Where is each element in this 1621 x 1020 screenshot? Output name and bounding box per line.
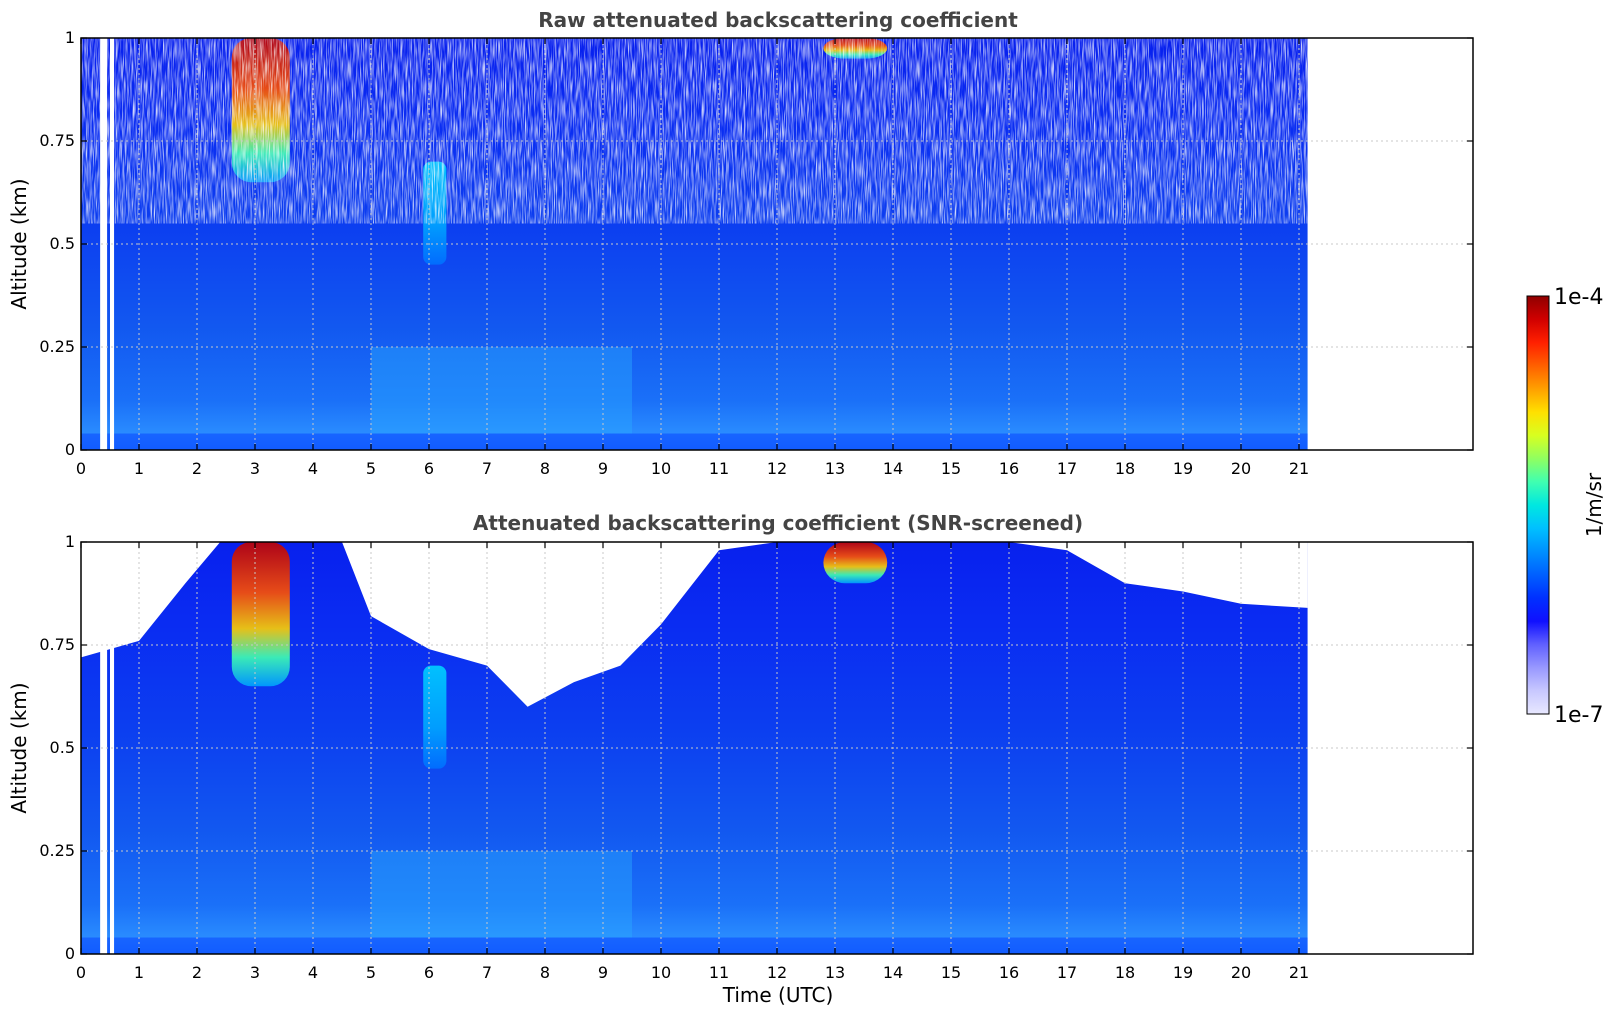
x-tick-label: 10 <box>651 459 671 478</box>
x-tick-label: 19 <box>1173 459 1193 478</box>
x-tick-label: 14 <box>883 963 903 982</box>
panel-screened-plot-area <box>80 541 1474 955</box>
x-tick-label: 1 <box>134 459 144 478</box>
panel-screened-x-ticks: 0 1 2 3 4 5 6 7 8 9 10 11 12 13 14 15 16 17 18 19 20 21 <box>76 542 1309 982</box>
x-tick-label: 2 <box>192 459 202 478</box>
surface-band <box>81 433 1308 450</box>
x-tick-label: 0 <box>76 459 86 478</box>
colorbar-min-label: 1e-7 <box>1554 703 1603 728</box>
x-tick-label: 5 <box>366 459 376 478</box>
noise-speckle <box>81 38 1308 224</box>
x-tick-label: 0 <box>76 963 86 982</box>
cloud-feature <box>231 542 290 687</box>
screened-out-region <box>81 542 1308 707</box>
cloud-feature <box>423 665 447 769</box>
heatmap-field <box>81 38 1308 450</box>
panel-raw: Raw attenuated backscattering coefficien… <box>7 8 1474 478</box>
panel-raw-ylabel: Altitude (km) <box>7 178 31 309</box>
surface-band <box>81 937 1308 954</box>
panel-screened-y-ticks: 0 0.25 0.5 0.75 1 <box>39 532 1473 963</box>
x-tick-label: 9 <box>598 963 608 982</box>
data-gap <box>100 542 108 954</box>
x-tick-label: 20 <box>1231 963 1251 982</box>
y-tick-label: 0.5 <box>50 738 75 757</box>
x-tick-label: 16 <box>999 963 1019 982</box>
x-tick-label: 16 <box>999 459 1019 478</box>
x-tick-label: 11 <box>709 459 729 478</box>
x-tick-label: 15 <box>941 963 961 982</box>
data-gap <box>100 38 108 450</box>
x-tick-label: 17 <box>1057 963 1077 982</box>
x-tick-label: 3 <box>250 459 260 478</box>
x-tick-label: 14 <box>883 459 903 478</box>
colorbar-scale <box>1526 295 1550 715</box>
colorbar: 1e-4 1e-7 1/m/sr <box>1526 285 1606 728</box>
colorbar-unit-label: 1/m/sr <box>1582 472 1606 537</box>
y-tick-label: 1 <box>65 28 75 47</box>
x-tick-label: 2 <box>192 963 202 982</box>
x-tick-label: 10 <box>651 963 671 982</box>
x-tick-label: 7 <box>482 459 492 478</box>
panel-raw-x-ticks: 0 1 2 3 4 5 6 7 8 9 10 11 12 13 14 15 16 17 18 19 20 21 <box>76 38 1309 478</box>
y-tick-label: 0.25 <box>39 841 75 860</box>
x-tick-label: 19 <box>1173 963 1193 982</box>
y-tick-label: 0 <box>65 944 75 963</box>
x-tick-label: 9 <box>598 459 608 478</box>
x-tick-label: 6 <box>424 459 434 478</box>
x-tick-label: 8 <box>540 459 550 478</box>
x-tick-label: 18 <box>1115 963 1135 982</box>
x-tick-label: 5 <box>366 963 376 982</box>
x-tick-label: 12 <box>767 963 787 982</box>
y-tick-label: 0.75 <box>39 635 75 654</box>
panel-screened-xlabel: Time (UTC) <box>722 983 834 1007</box>
x-tick-label: 13 <box>825 963 845 982</box>
x-tick-label: 17 <box>1057 459 1077 478</box>
panel-raw-plot-area <box>80 37 1474 451</box>
grid <box>81 38 1473 450</box>
x-tick-label: 15 <box>941 459 961 478</box>
panel-screened-title: Attenuated backscattering coefficient (S… <box>473 511 1083 535</box>
y-tick-label: 0.75 <box>39 131 75 150</box>
panel-screened-ylabel: Altitude (km) <box>7 682 31 813</box>
x-tick-label: 4 <box>308 963 318 982</box>
panel-screened: Attenuated backscattering coefficient (S… <box>7 511 1474 1007</box>
x-tick-label: 12 <box>767 459 787 478</box>
x-tick-label: 6 <box>424 963 434 982</box>
x-tick-label: 1 <box>134 963 144 982</box>
colorbar-max-label: 1e-4 <box>1554 285 1603 310</box>
cloud-feature <box>823 542 888 584</box>
x-tick-label: 4 <box>308 459 318 478</box>
x-tick-label: 18 <box>1115 459 1135 478</box>
x-tick-label: 3 <box>250 963 260 982</box>
heatmap-field <box>81 542 1308 954</box>
panel-raw-title: Raw attenuated backscattering coefficien… <box>538 8 1018 32</box>
x-tick-label: 7 <box>482 963 492 982</box>
x-tick-label: 11 <box>709 963 729 982</box>
y-tick-label: 0 <box>65 440 75 459</box>
y-tick-label: 0.25 <box>39 337 75 356</box>
y-tick-label: 1 <box>65 532 75 551</box>
y-tick-label: 0.5 <box>50 234 75 253</box>
grid <box>81 542 1473 954</box>
x-tick-label: 20 <box>1231 459 1251 478</box>
x-tick-label: 21 <box>1289 963 1309 982</box>
x-tick-label: 21 <box>1289 459 1309 478</box>
boundary-layer-patch <box>371 851 632 938</box>
x-tick-label: 8 <box>540 963 550 982</box>
x-tick-label: 13 <box>825 459 845 478</box>
panel-raw-y-ticks: 0 0.25 0.5 0.75 1 <box>39 28 1473 459</box>
boundary-layer-patch <box>371 347 632 434</box>
